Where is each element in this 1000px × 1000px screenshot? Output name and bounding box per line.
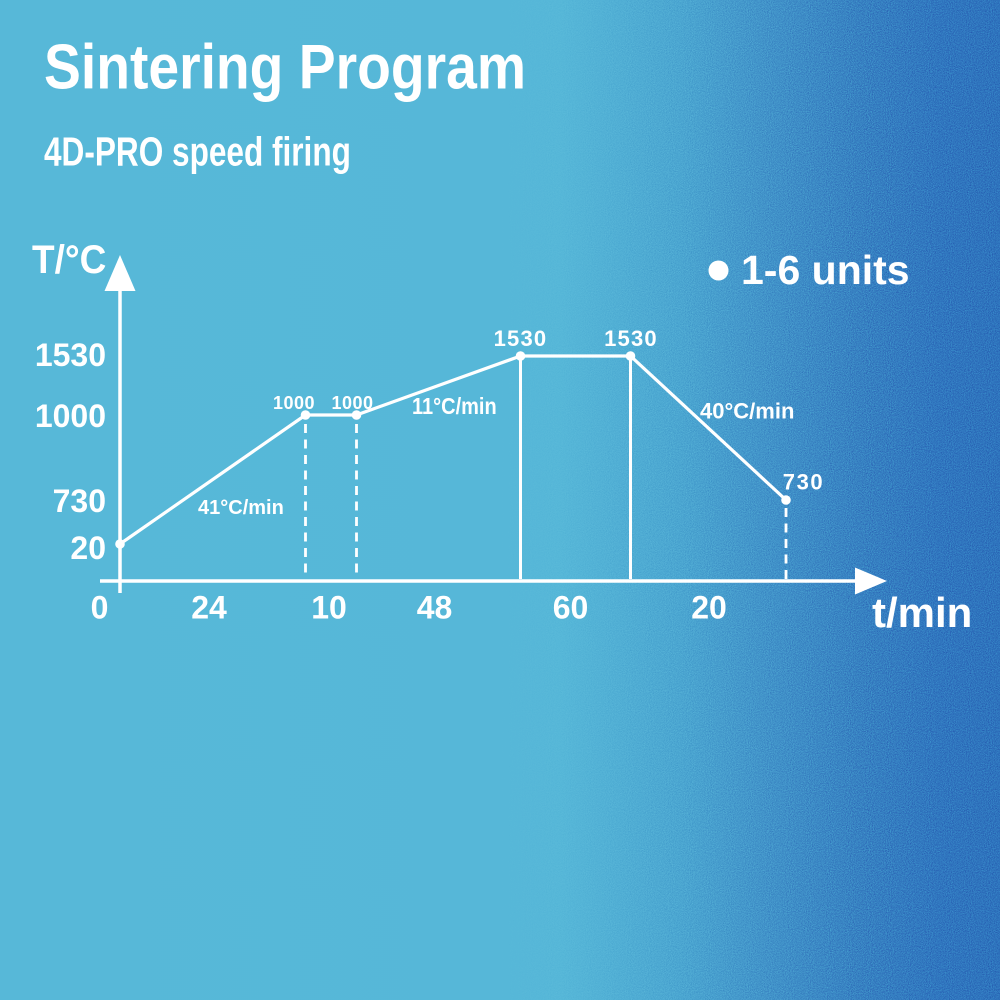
svg-text:1530: 1530 [604,326,658,351]
svg-text:730: 730 [53,483,106,519]
svg-text:20: 20 [70,530,106,566]
svg-text:730: 730 [783,470,825,495]
svg-text:T/°C: T/°C [32,238,106,283]
svg-text:t/min: t/min [872,589,972,636]
svg-text:40°C/min: 40°C/min [700,399,794,424]
svg-text:11°C/min: 11°C/min [412,393,497,420]
svg-text:1-6 units: 1-6 units [741,247,910,293]
svg-text:24: 24 [191,590,227,626]
svg-text:10: 10 [311,590,347,626]
svg-text:60: 60 [553,590,589,626]
svg-text:1000: 1000 [273,393,315,413]
svg-text:20: 20 [691,590,727,626]
svg-text:4D-PRO speed firing: 4D-PRO speed firing [44,129,351,175]
svg-text:1530: 1530 [494,326,548,351]
svg-text:1530: 1530 [35,337,106,373]
svg-text:Sintering Program: Sintering Program [44,31,526,102]
svg-text:41°C/min: 41°C/min [198,497,284,519]
svg-text:1000: 1000 [35,398,106,434]
svg-text:1000: 1000 [331,393,373,413]
svg-text:0: 0 [91,590,109,626]
svg-text:48: 48 [417,590,453,626]
